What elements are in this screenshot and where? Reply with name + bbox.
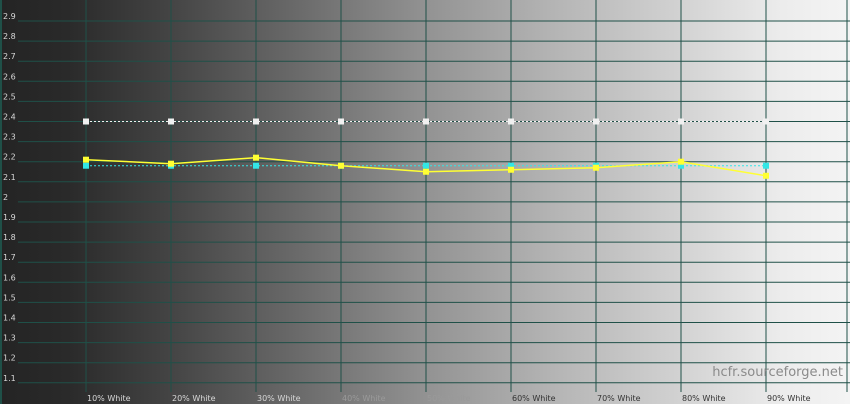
y-tick-label: 1.4 — [3, 314, 16, 323]
data-point — [338, 118, 344, 125]
x-tick-label: 50% White — [427, 394, 471, 403]
data-point — [508, 118, 514, 125]
data-point — [253, 154, 259, 161]
data-point — [593, 164, 599, 171]
data-point — [508, 162, 514, 169]
data-point — [678, 158, 684, 165]
y-tick-label: 1.3 — [3, 334, 16, 343]
y-tick-label: 1.5 — [3, 293, 16, 302]
x-tick-label: 10% White — [87, 394, 131, 403]
y-tick-label: 1.7 — [3, 253, 16, 262]
data-point — [253, 118, 259, 125]
y-tick-label: 2.2 — [3, 153, 16, 162]
data-point — [423, 168, 429, 175]
data-point — [763, 172, 769, 179]
y-tick-label: 2.8 — [3, 32, 16, 41]
y-tick-label: 1.1 — [3, 374, 16, 383]
data-point — [508, 166, 514, 173]
data-point — [423, 162, 429, 169]
x-tick-label: 80% White — [682, 394, 726, 403]
y-tick-label: 2.9 — [3, 12, 16, 21]
x-tick-label: 40% White — [342, 394, 386, 403]
data-point — [168, 118, 174, 125]
y-tick-label: 1.6 — [3, 273, 16, 282]
y-tick-label: 2.3 — [3, 133, 16, 142]
data-point — [763, 162, 769, 169]
y-tick-label: 2.6 — [3, 72, 16, 81]
y-tick-label: 1.2 — [3, 354, 16, 363]
x-tick-label: 70% White — [597, 394, 641, 403]
data-point — [678, 162, 684, 169]
data-point — [83, 118, 89, 125]
data-point — [678, 118, 684, 125]
x-tick-label: 20% White — [172, 394, 216, 403]
watermark: hcfr.sourceforge.net — [712, 365, 843, 380]
y-tick-label: 2.5 — [3, 92, 16, 101]
data-point — [423, 118, 429, 125]
y-tick-label: 2.7 — [3, 52, 16, 61]
data-point — [168, 160, 174, 167]
data-point — [253, 162, 259, 169]
y-tick-label: 1.8 — [3, 233, 16, 242]
x-tick-label: 90% White — [767, 394, 811, 403]
data-point — [593, 118, 599, 125]
data-point — [338, 162, 344, 169]
data-point — [83, 162, 89, 169]
data-point — [763, 118, 769, 125]
y-tick-label: 2.1 — [3, 173, 16, 182]
y-tick-label: 1.9 — [3, 213, 16, 222]
x-tick-label: 60% White — [512, 394, 556, 403]
x-tick-label: 30% White — [257, 394, 301, 403]
data-point — [83, 156, 89, 163]
y-tick-label: 2.4 — [3, 113, 16, 122]
y-tick-label: 2 — [3, 193, 8, 202]
